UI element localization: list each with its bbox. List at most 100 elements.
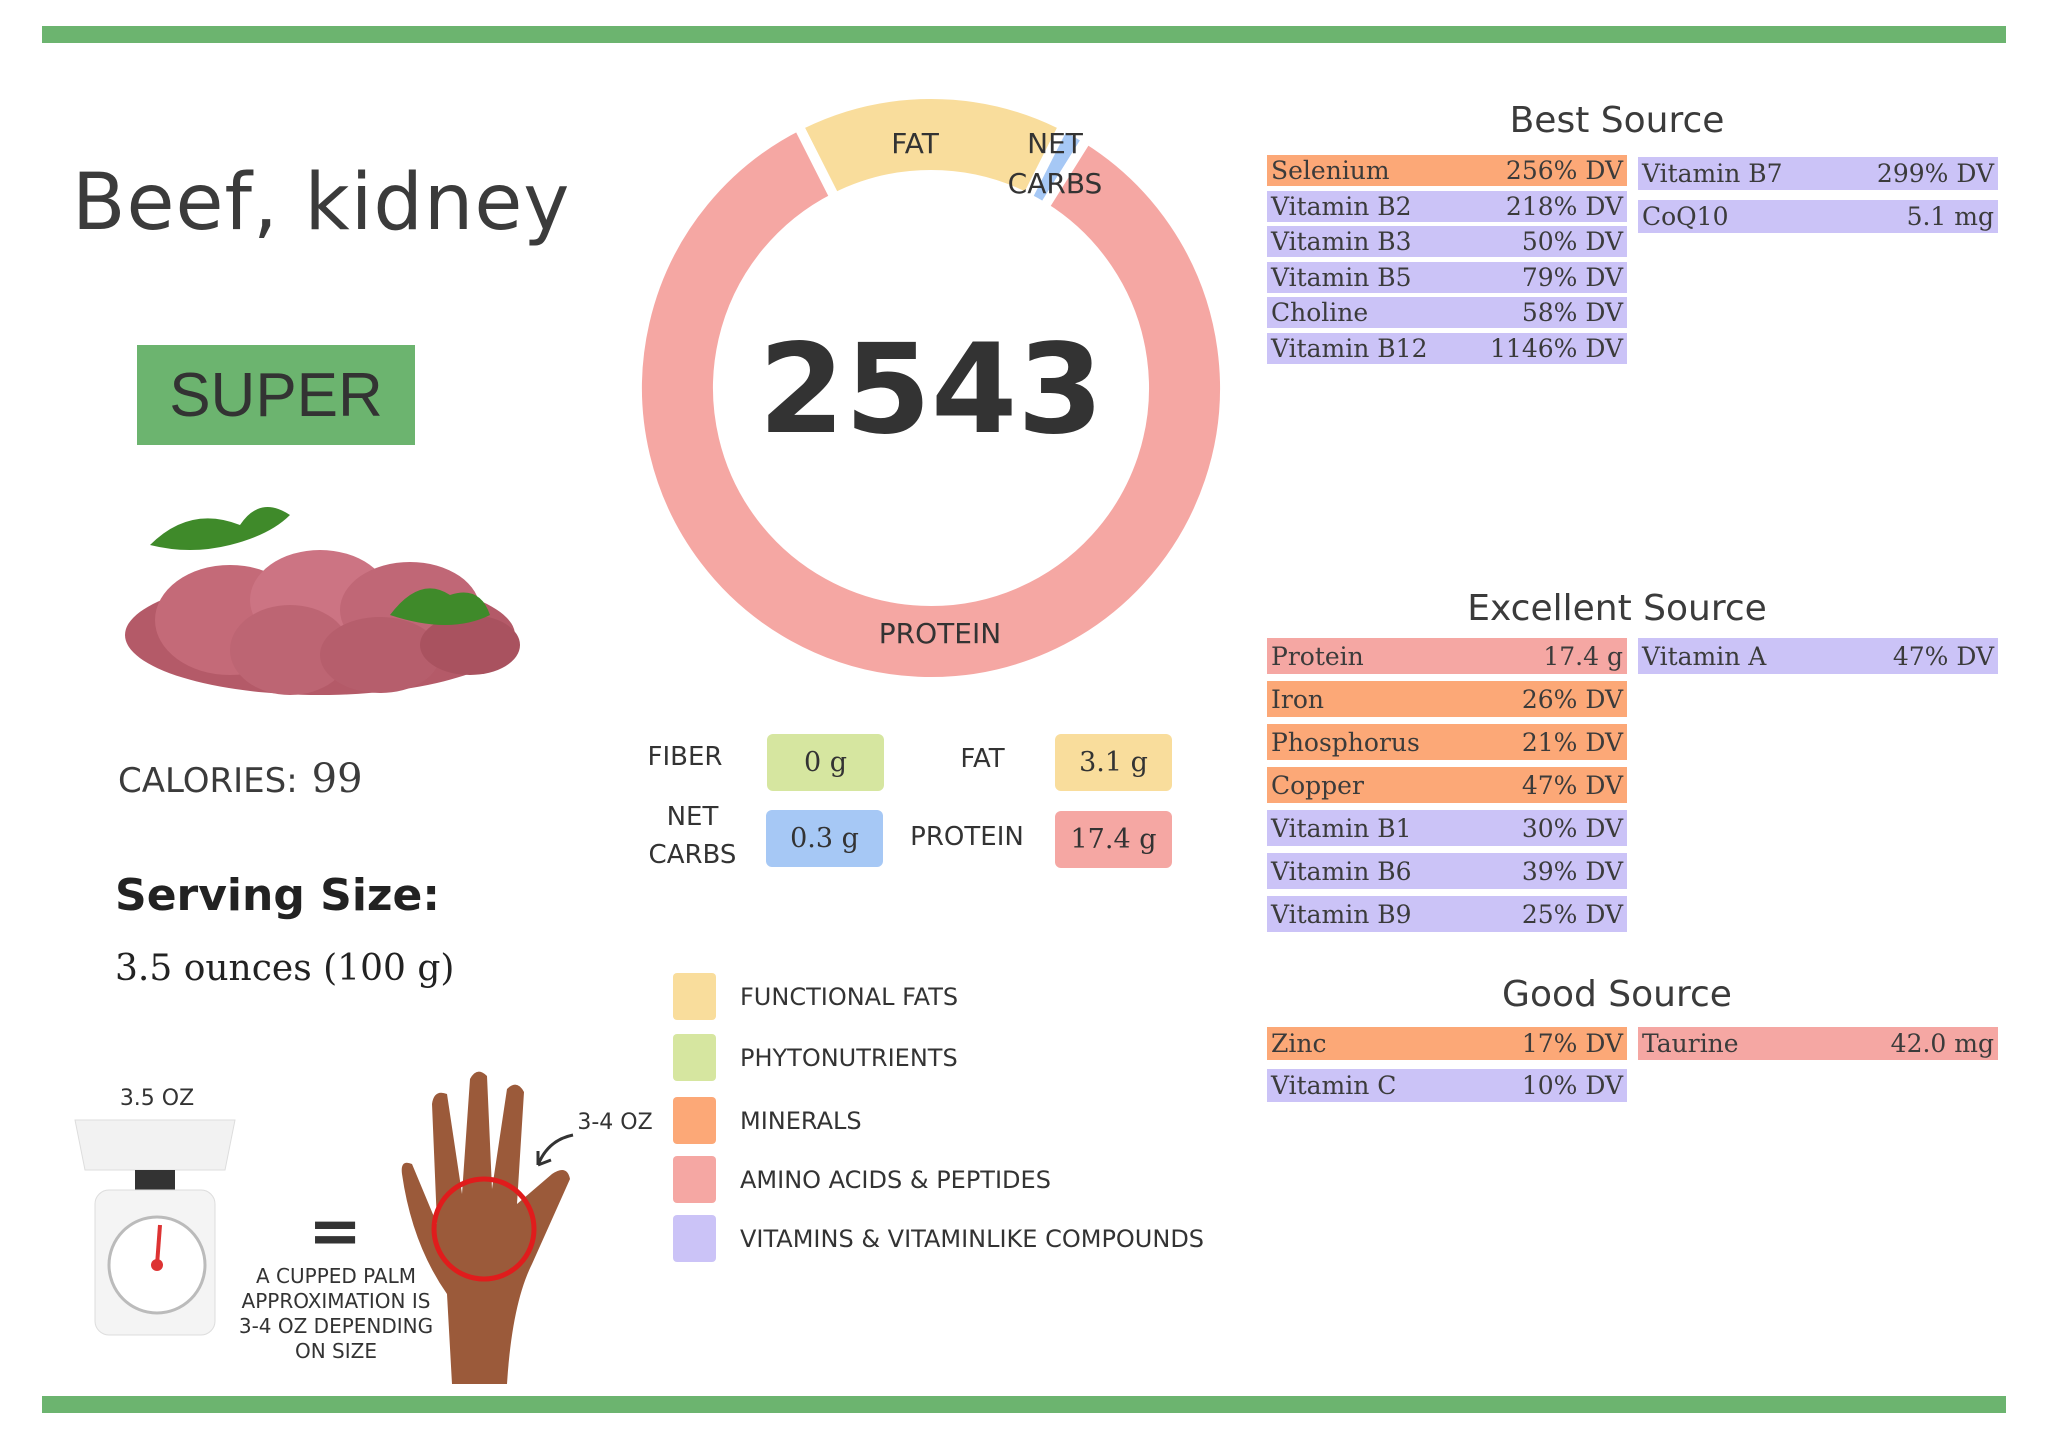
donut-center-value: 2543	[758, 318, 1104, 462]
caption-line: APPROXIMATION IS	[241, 1289, 431, 1313]
good-source-heading: Good Source	[1502, 974, 1732, 1015]
nutrient-value: 42.0 mg	[1890, 1029, 1994, 1058]
fat-label: FAT	[960, 744, 1005, 774]
donut-label-fat: FAT	[891, 127, 939, 160]
nutrient-name: Vitamin C	[1271, 1071, 1397, 1100]
nutrient-name: CoQ10	[1642, 202, 1729, 231]
excellent-source-heading: Excellent Source	[1467, 588, 1767, 629]
nutrient-name: Vitamin B1	[1271, 813, 1412, 843]
net-carbs-value: 0.3 g	[766, 810, 883, 867]
nutrient-row: CoQ10 5.1 mg	[1638, 200, 1998, 233]
nutrient-value: 30% DV	[1521, 813, 1623, 843]
nutrient-row: Choline 58% DV	[1267, 297, 1627, 328]
kitchen-scale-icon	[74, 1119, 236, 1336]
nutrient-name: Phosphorus	[1271, 727, 1420, 757]
caption-line: 3-4 OZ DEPENDING	[238, 1314, 434, 1338]
nutrient-name: Vitamin B3	[1271, 227, 1412, 256]
nutrient-name: Vitamin A	[1642, 641, 1767, 671]
nutrient-value: 299% DV	[1876, 159, 1994, 188]
fiber-value: 0 g	[767, 734, 884, 791]
equals-sign: =	[308, 1195, 362, 1269]
nutrient-value: 218% DV	[1505, 191, 1623, 221]
nutrient-value: 1146% DV	[1490, 333, 1623, 363]
net-carbs-label: NET CARBS	[630, 798, 755, 874]
nutrient-row: Copper 47% DV	[1267, 767, 1627, 803]
nutrient-name: Vitamin B6	[1271, 856, 1412, 886]
nutrient-row: Vitamin B3 50% DV	[1267, 226, 1627, 257]
nutrient-name: Vitamin B5	[1271, 262, 1412, 292]
legend-swatch	[673, 1034, 716, 1081]
rating-badge: SUPER	[137, 345, 415, 445]
fiber-label: FIBER	[647, 742, 723, 772]
nutrient-row: Vitamin B6 39% DV	[1267, 853, 1627, 889]
calories: CALORIES: 99	[118, 756, 363, 802]
nutrient-value: 256% DV	[1505, 156, 1623, 185]
legend-swatch	[673, 1097, 716, 1144]
donut-slice-protein	[632, 118, 1230, 687]
fat-value: 3.1 g	[1055, 734, 1172, 791]
nutrient-name: Vitamin B12	[1271, 333, 1428, 363]
nutrient-value: 47% DV	[1521, 770, 1623, 800]
nutrient-value: 58% DV	[1521, 298, 1623, 327]
nutrient-name: Vitamin B7	[1642, 159, 1783, 188]
nutrient-value: 17.4 g	[1543, 641, 1623, 671]
nutrient-row: Protein 17.4 g	[1267, 638, 1627, 674]
net-carbs-label-2: CARBS	[648, 840, 737, 870]
legend-swatch	[673, 973, 716, 1020]
protein-value: 17.4 g	[1055, 811, 1172, 868]
nutrient-row: Vitamin B1 30% DV	[1267, 810, 1627, 846]
nutrient-row: Iron 26% DV	[1267, 681, 1627, 717]
nutrient-name: Iron	[1271, 684, 1324, 714]
nutrient-name: Taurine	[1642, 1029, 1739, 1058]
nutrient-name: Vitamin B2	[1271, 191, 1412, 221]
nutrient-name: Copper	[1271, 770, 1364, 800]
beef-kidney-image	[125, 507, 520, 695]
nutrient-value: 47% DV	[1892, 641, 1994, 671]
nutrient-value: 79% DV	[1521, 262, 1623, 292]
nutrient-row: Vitamin B12 1146% DV	[1267, 332, 1627, 364]
nutrient-value: 39% DV	[1521, 856, 1623, 886]
page-title: Beef, kidney	[72, 158, 571, 248]
nutrient-value: 50% DV	[1521, 227, 1623, 256]
nutrient-row: Selenium 256% DV	[1267, 155, 1627, 186]
nutrient-row: Vitamin C 10% DV	[1267, 1069, 1627, 1102]
best-source-heading: Best Source	[1509, 100, 1725, 141]
nutrient-name: Selenium	[1271, 156, 1390, 185]
caption-line: A CUPPED PALM	[255, 1264, 417, 1288]
nutrient-value: 10% DV	[1521, 1071, 1623, 1100]
nutrient-value: 26% DV	[1521, 684, 1623, 714]
caption-line: ON SIZE	[295, 1339, 377, 1363]
nutrient-row: Phosphorus 21% DV	[1267, 724, 1627, 760]
scale-label: 3.5 OZ	[119, 1086, 195, 1111]
nutrient-row: Vitamin B7 299% DV	[1638, 157, 1998, 190]
legend-label: FUNCTIONAL FATS	[740, 983, 959, 1011]
top-divider	[42, 26, 2006, 43]
nutrient-name: Zinc	[1271, 1029, 1327, 1058]
calories-label: CALORIES:	[118, 761, 298, 801]
donut-label-protein: PROTEIN	[878, 617, 1002, 650]
arrow-icon	[536, 1133, 574, 1167]
nutrient-row: Vitamin B5 79% DV	[1267, 261, 1627, 293]
nutrient-row: Taurine 42.0 mg	[1638, 1027, 1998, 1060]
legend-label: PHYTONUTRIENTS	[740, 1044, 958, 1072]
nutrient-value: 25% DV	[1521, 899, 1623, 929]
nutrient-row: Vitamin A 47% DV	[1638, 638, 1998, 674]
serving-size-title: Serving Size:	[115, 870, 440, 921]
nutrient-value: 5.1 mg	[1906, 202, 1994, 231]
nutrient-row: Zinc 17% DV	[1267, 1027, 1627, 1060]
legend-label: MINERALS	[740, 1107, 862, 1135]
legend-swatch	[673, 1156, 716, 1203]
nutrient-value: 21% DV	[1521, 727, 1623, 757]
cupped-hand-icon	[401, 1071, 570, 1384]
nutrient-name: Vitamin B9	[1271, 899, 1412, 929]
legend-label: AMINO ACIDS & PEPTIDES	[740, 1166, 1051, 1194]
hand-label: 3-4 OZ	[577, 1110, 653, 1135]
protein-label: PROTEIN	[910, 822, 1024, 852]
serving-size-value: 3.5 ounces (100 g)	[115, 948, 455, 989]
calories-value: 99	[311, 756, 363, 802]
nutrient-row: Vitamin B9 25% DV	[1267, 896, 1627, 932]
donut-label-net-carbs: NET CARBS	[1007, 127, 1103, 200]
legend-swatch	[673, 1215, 716, 1262]
macro-donut-chart	[632, 89, 1230, 687]
nutrient-value: 17% DV	[1521, 1029, 1623, 1058]
